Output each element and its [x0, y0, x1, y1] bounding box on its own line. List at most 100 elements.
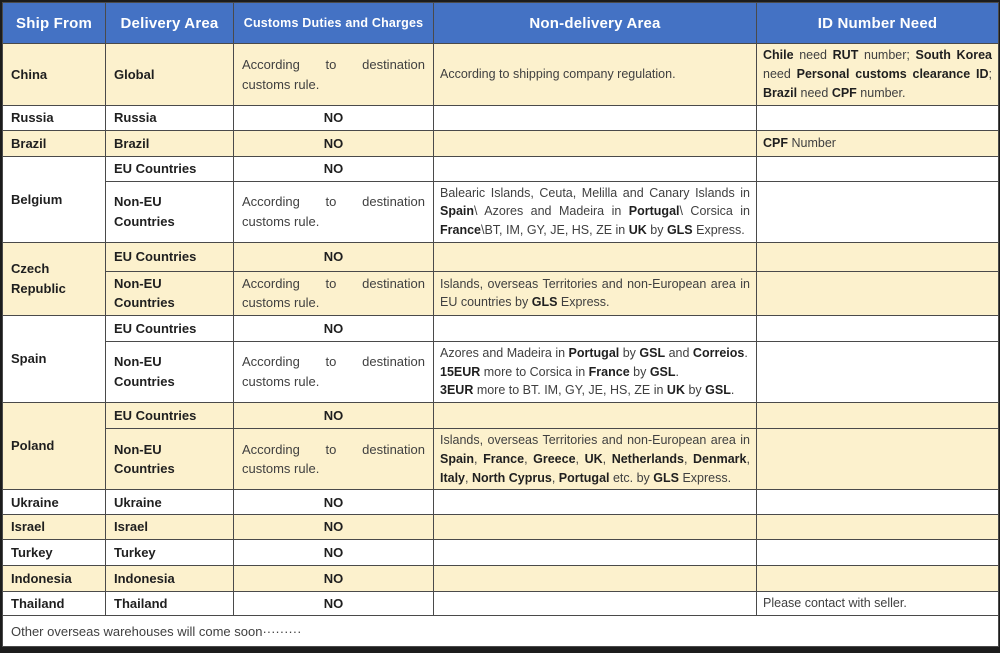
column-header-id-number-need: ID Number Need — [756, 2, 999, 44]
delivery-area-cell: Israel — [105, 514, 234, 540]
table-footer: Other overseas warehouses will come soon… — [2, 615, 999, 648]
id-number-cell — [756, 156, 999, 182]
delivery-area-cell: Non-EU Countries — [105, 340, 234, 404]
delivery-area-cell: Non-EU Countries — [105, 270, 234, 316]
footer-note: Other overseas warehouses will come soon… — [2, 615, 999, 648]
customs-cell: According to destination customs rule. — [233, 270, 434, 316]
table-row: Thailand Thailand NO Please contact with se… — [2, 590, 999, 617]
non-delivery-cell — [433, 564, 757, 592]
table-row: Ukraine Ukraine NO — [2, 489, 999, 516]
ship-from-cell: Poland — [2, 401, 106, 491]
id-number-cell — [756, 180, 999, 243]
customs-cell: NO — [233, 590, 434, 617]
id-number-cell — [756, 314, 999, 342]
table-row: Israel Israel NO — [2, 514, 999, 540]
delivery-area-cell: EU Countries — [105, 402, 234, 429]
ship-from-cell: Spain — [2, 314, 106, 404]
non-delivery-cell: Islands, overseas Territories and non-Eu… — [433, 427, 757, 491]
delivery-area-cell: Turkey — [105, 538, 234, 566]
ship-from-cell: Ukraine — [2, 489, 106, 516]
ship-from-cell: Thailand — [2, 590, 106, 617]
non-delivery-cell — [433, 314, 757, 342]
delivery-area-cell: Non-EU Countries — [105, 180, 234, 243]
id-number-cell — [756, 564, 999, 592]
customs-cell: NO — [233, 105, 434, 131]
id-number-cell — [756, 402, 999, 429]
customs-cell: NO — [233, 130, 434, 157]
delivery-area-cell: Non-EU Countries — [105, 427, 234, 491]
delivery-area-cell: Indonesia — [105, 564, 234, 592]
delivery-area-cell: Global — [105, 43, 234, 106]
non-delivery-cell — [433, 105, 757, 131]
customs-cell: According to destination customs rule. — [233, 43, 434, 106]
id-number-cell: Chile need RUT number; South Korea need … — [756, 43, 999, 106]
ship-from-cell: China — [2, 43, 106, 106]
non-delivery-cell — [433, 241, 757, 272]
non-delivery-cell: Balearic Islands, Ceuta, Melilla and Can… — [433, 180, 757, 243]
non-delivery-cell: Azores and Madeira in Portugal by GSL an… — [433, 340, 757, 404]
table-row: Belgium EU Countries NO — [2, 156, 999, 243]
customs-cell: NO — [233, 489, 434, 516]
table-row: Non-EU Countries According to destination… — [2, 180, 999, 243]
column-header-non-delivery-area: Non-delivery Area — [433, 2, 757, 44]
customs-cell: NO — [233, 564, 434, 592]
id-number-cell — [756, 270, 999, 316]
table-row: Turkey Turkey NO — [2, 538, 999, 566]
non-delivery-cell — [433, 514, 757, 540]
id-number-cell — [756, 538, 999, 566]
table-row: Poland EU Countries NO — [2, 401, 999, 491]
customs-cell: NO — [233, 514, 434, 540]
customs-cell: According to destination customs rule. — [233, 340, 434, 404]
id-number-cell — [756, 241, 999, 272]
table-row: Spain EU Countries NO — [2, 314, 999, 404]
table-body: China Global According to destination cust… — [2, 43, 999, 617]
table-row: Non-EU Countries According to destination… — [2, 270, 999, 316]
ship-from-cell: Brazil — [2, 130, 106, 157]
id-number-cell — [756, 340, 999, 404]
delivery-area-cell: Thailand — [105, 590, 234, 617]
delivery-area-cell: Ukraine — [105, 489, 234, 516]
table-row: China Global According to destination cust… — [2, 43, 999, 106]
customs-cell: NO — [233, 402, 434, 429]
table-row: Non-EU Countries According to destination… — [2, 427, 999, 491]
delivery-area-cell: EU Countries — [105, 314, 234, 342]
customs-cell: According to destination customs rule. — [233, 180, 434, 243]
customs-cell: NO — [233, 314, 434, 342]
ship-from-cell: Turkey — [2, 538, 106, 566]
table-header: Ship From Delivery Area Customs Duties and… — [2, 2, 999, 44]
id-number-cell — [756, 489, 999, 516]
ship-from-cell: Belgium — [2, 156, 106, 243]
non-delivery-cell — [433, 156, 757, 182]
table-row: Indonesia Indonesia NO — [2, 564, 999, 592]
non-delivery-cell — [433, 130, 757, 157]
customs-cell: NO — [233, 156, 434, 182]
customs-cell: NO — [233, 241, 434, 272]
id-number-cell — [756, 514, 999, 540]
delivery-area-cell: EU Countries — [105, 156, 234, 182]
column-header-ship-from: Ship From — [2, 2, 106, 44]
id-number-cell — [756, 427, 999, 491]
table-row: Czech Republic EU Countries NO — [2, 241, 999, 316]
ship-from-cell: Israel — [2, 514, 106, 540]
ship-from-cell: Indonesia — [2, 564, 106, 592]
delivery-area-cell: Russia — [105, 105, 234, 131]
non-delivery-cell — [433, 402, 757, 429]
non-delivery-cell: Islands, overseas Territories and non-Eu… — [433, 270, 757, 316]
table-row: Russia Russia NO — [2, 105, 999, 131]
id-number-cell — [756, 105, 999, 131]
delivery-area-cell: EU Countries — [105, 241, 234, 272]
id-number-cell: CPF Number — [756, 130, 999, 157]
column-header-customs-duties-and-charges: Customs Duties and Charges — [233, 2, 434, 44]
delivery-area-cell: Brazil — [105, 130, 234, 157]
customs-cell: NO — [233, 538, 434, 566]
non-delivery-cell — [433, 590, 757, 617]
header-row: Ship From Delivery Area Customs Duties and… — [2, 2, 999, 44]
footer-row: Other overseas warehouses will come soon… — [2, 615, 999, 648]
non-delivery-cell — [433, 538, 757, 566]
customs-cell: According to destination customs rule. — [233, 427, 434, 491]
id-number-cell: Please contact with seller. — [756, 590, 999, 617]
non-delivery-cell: According to shipping company regulation… — [433, 43, 757, 106]
ship-from-cell: Russia — [2, 105, 106, 131]
